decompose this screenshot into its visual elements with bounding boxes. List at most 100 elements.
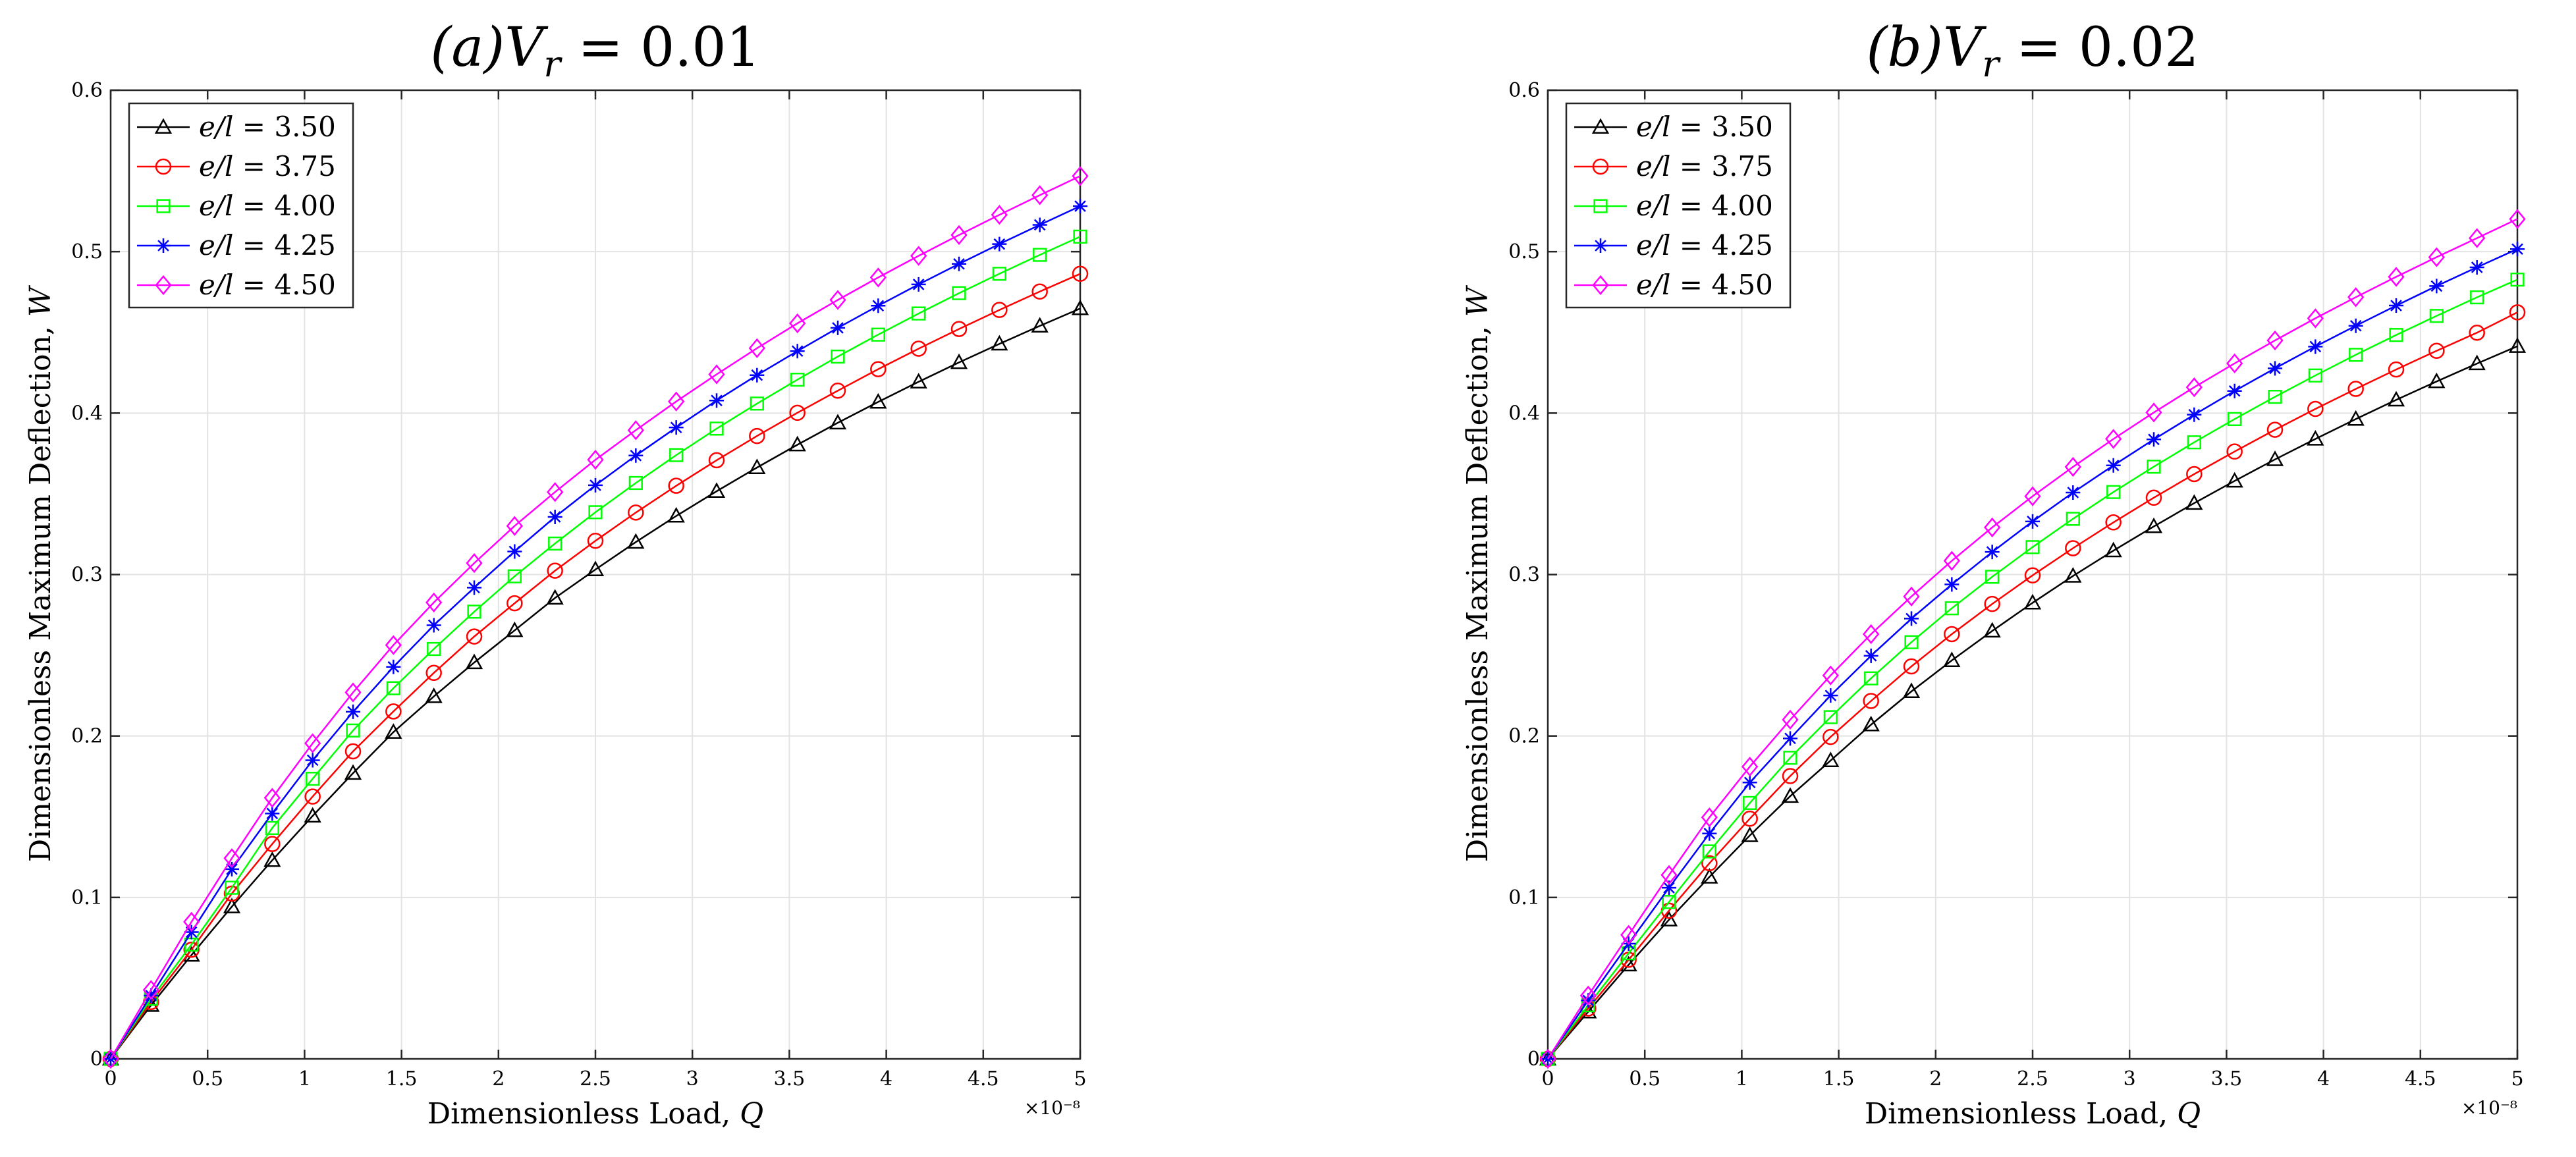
y-tick-label: 0 (90, 1048, 103, 1071)
data-point (306, 772, 320, 786)
y-tick-label: 0.3 (1508, 564, 1540, 587)
legend-item: e/l = 4.00 (1574, 190, 1773, 222)
series-4-25 (103, 199, 1087, 1066)
data-point (386, 681, 400, 695)
data-point (1743, 795, 1757, 811)
x-tick-label: 1.5 (1823, 1067, 1855, 1090)
data-point (2226, 443, 2243, 460)
data-point (831, 349, 845, 364)
data-point (628, 475, 643, 491)
data-point (707, 482, 726, 498)
legend-label: e/l = 4.00 (1636, 190, 1773, 222)
y-axis-label-text: Dimensionless Maximum Deflection, (24, 317, 57, 862)
data-point (2469, 324, 2485, 341)
data-point (346, 704, 360, 719)
data-point (1662, 895, 1676, 909)
data-point (2509, 209, 2526, 229)
x-tick-label: 1 (298, 1067, 311, 1090)
legend-item: e/l = 3.50 (137, 111, 336, 143)
legend-label-var: e/l (199, 190, 233, 222)
data-point (1904, 611, 1919, 626)
series-line (1547, 311, 2518, 1060)
data-point (2145, 517, 2163, 533)
data-point (1579, 985, 1597, 1006)
data-point (831, 320, 845, 335)
data-point (225, 880, 239, 895)
data-point (2185, 494, 2203, 510)
x-tick-label: 3.5 (774, 1067, 806, 1090)
title-variable: V (505, 16, 549, 79)
data-point (829, 290, 846, 310)
data-point (465, 653, 483, 670)
data-point (1031, 317, 1049, 333)
data-point (2066, 485, 2081, 500)
data-point (184, 925, 199, 940)
data-point (587, 450, 604, 470)
legend: e/l = 3.50e/l = 3.75e/l = 4.00e/l = 4.25… (128, 102, 354, 309)
data-point (2388, 361, 2405, 378)
data-point (1581, 993, 1596, 1008)
data-point (1823, 688, 1838, 703)
data-point (2307, 308, 2324, 329)
legend-label-var: e/l (199, 150, 233, 182)
x-tick-label: 5 (1074, 1067, 1086, 1090)
data-point (2347, 381, 2364, 397)
x-tick-label: 0.5 (192, 1067, 223, 1090)
data-point (1823, 710, 1838, 724)
data-point (2147, 432, 2161, 447)
chart-title: (b)Vr = 0.02 (1867, 16, 2199, 85)
data-point (1782, 709, 1799, 730)
data-point (911, 277, 926, 292)
data-point (1620, 925, 1637, 945)
title-subscript: r (1982, 43, 2001, 85)
data-point (1862, 715, 1880, 732)
data-point (1985, 545, 2000, 560)
x-axis-label-var: Q (2177, 1097, 2201, 1131)
y-axis-label: Dimensionless Maximum Deflection, W (24, 284, 57, 862)
data-point (750, 396, 764, 411)
data-point (1944, 626, 1960, 643)
data-point (1660, 911, 1678, 927)
data-point (2023, 593, 2042, 610)
data-point (2066, 512, 2080, 526)
data-point (2187, 407, 2202, 422)
data-point (950, 321, 968, 337)
data-point (669, 420, 684, 435)
data-point (586, 560, 605, 576)
legend-label-value: = 4.50 (1670, 269, 1772, 301)
title-value: = 0.01 (561, 16, 760, 79)
data-point (2469, 228, 2486, 248)
data-point (547, 482, 564, 502)
data-point (506, 621, 524, 637)
data-point (1783, 731, 1797, 746)
y-tick-label: 0.4 (71, 402, 103, 425)
data-point (344, 682, 362, 703)
data-point (1031, 185, 1049, 205)
data-point (1944, 601, 1959, 616)
data-point (223, 898, 241, 913)
legend-label: e/l = 4.50 (1636, 269, 1773, 301)
data-point (789, 404, 806, 421)
data-point (750, 367, 765, 383)
data-point (1782, 768, 1799, 784)
data-point (304, 788, 321, 805)
x-tick-label: 3.5 (2211, 1067, 2243, 1090)
series-3-75 (102, 265, 1089, 1067)
data-point (788, 435, 806, 452)
legend-marker (1592, 158, 1609, 175)
data-point (749, 427, 765, 444)
data-point (2266, 450, 2284, 466)
legend-label: e/l = 3.75 (199, 150, 336, 182)
data-point (668, 391, 685, 412)
y-axis-label-var: W (1461, 284, 1494, 317)
legend-label-value: = 3.50 (1670, 111, 1772, 143)
data-point (829, 383, 846, 399)
data-point (2065, 540, 2081, 556)
legend-marker (1593, 199, 1608, 213)
data-point (627, 420, 644, 441)
data-point (1863, 648, 1878, 663)
x-axis-label-text: Dimensionless Load, (1865, 1097, 2177, 1131)
data-point (2508, 337, 2527, 353)
axes-frame (1547, 89, 2519, 1060)
y-tick-label: 0.5 (71, 240, 103, 263)
